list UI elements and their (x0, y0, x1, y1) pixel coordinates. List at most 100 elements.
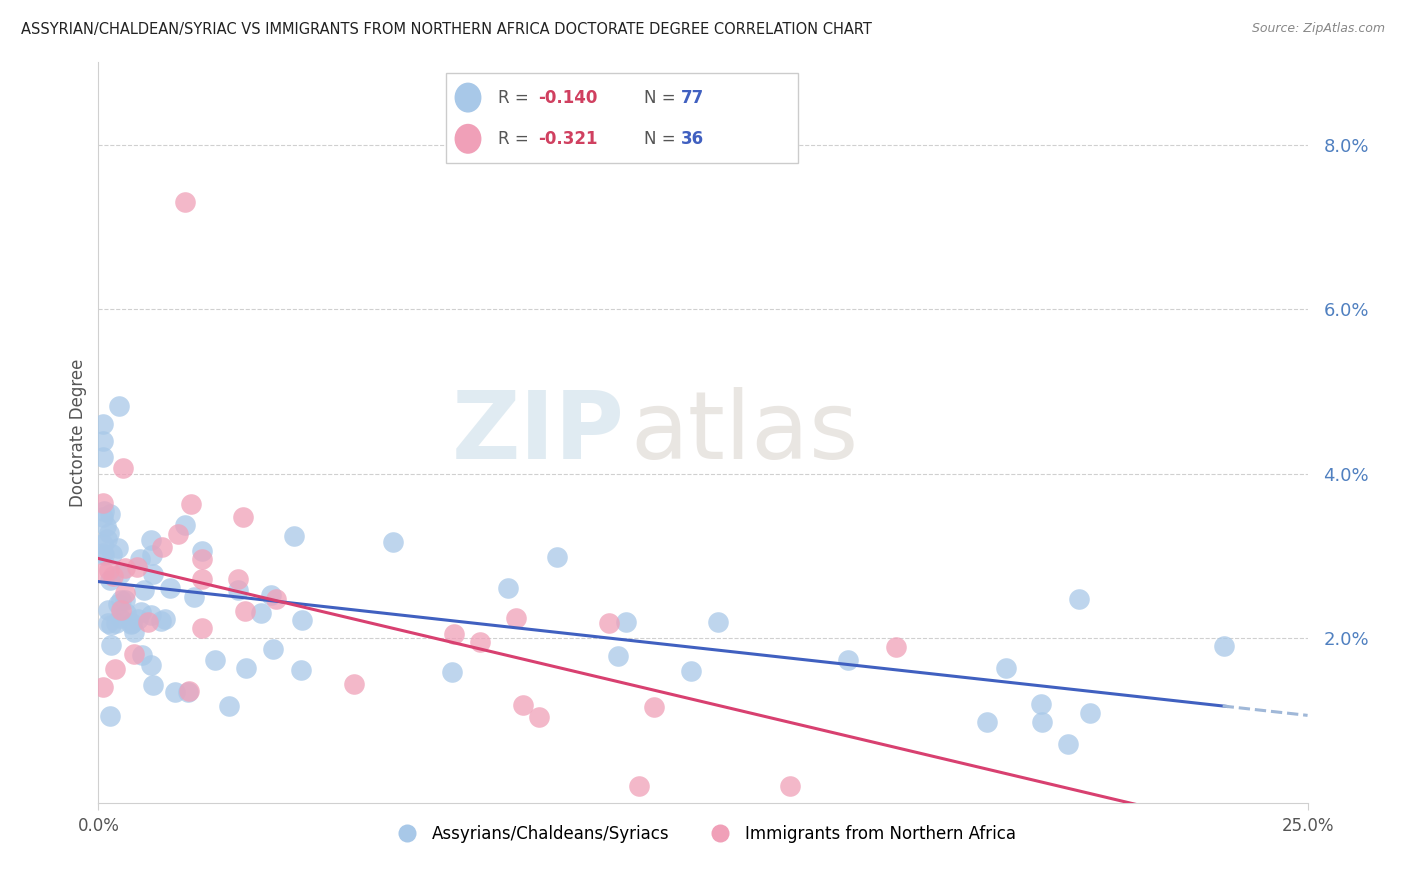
Point (598, 615, 620, 630)
Point (91, 546, 114, 560)
Point (679, 665, 702, 679)
Point (976, 714, 998, 729)
Point (628, 780, 651, 794)
Point (125, 560, 148, 574)
Point (139, 608, 162, 623)
Point (94, 519, 117, 533)
Point (100, 617, 122, 632)
Ellipse shape (454, 83, 481, 112)
Point (177, 684, 200, 698)
Point (98, 507, 121, 521)
Point (226, 572, 249, 586)
Point (104, 615, 127, 630)
Ellipse shape (454, 124, 481, 153)
Point (101, 569, 124, 583)
Point (1078, 706, 1101, 720)
Text: -0.321: -0.321 (538, 130, 598, 148)
Point (250, 606, 273, 620)
Point (527, 710, 550, 724)
Point (235, 661, 257, 675)
Point (97, 564, 120, 578)
Point (93, 565, 115, 579)
Point (706, 615, 728, 629)
Point (122, 625, 145, 640)
Point (994, 661, 1017, 675)
Point (616, 615, 638, 630)
Point (163, 685, 186, 699)
Point (129, 605, 152, 619)
Point (96, 533, 118, 547)
Point (180, 497, 202, 511)
Point (290, 663, 312, 677)
Point (1056, 737, 1078, 751)
Point (886, 640, 908, 654)
Point (91, 496, 114, 510)
Point (440, 665, 463, 680)
Point (127, 612, 149, 626)
Point (191, 544, 214, 558)
Point (93, 504, 115, 518)
Point (91, 537, 114, 551)
Text: N =: N = (644, 88, 681, 106)
Point (166, 527, 188, 541)
Point (114, 561, 136, 575)
Point (226, 583, 249, 598)
Point (1031, 714, 1053, 729)
Point (101, 547, 124, 561)
Point (114, 586, 136, 600)
Point (141, 533, 163, 547)
Legend: Assyrians/Chaldeans/Syriacs, Immigrants from Northern Africa: Assyrians/Chaldeans/Syriacs, Immigrants … (384, 819, 1022, 850)
Point (91, 417, 114, 432)
Point (98, 574, 121, 588)
Text: R =: R = (499, 130, 534, 148)
Point (176, 685, 198, 699)
Point (100, 638, 122, 652)
Text: R =: R = (499, 88, 534, 106)
Point (141, 548, 163, 562)
Point (443, 627, 465, 641)
Point (110, 603, 132, 617)
Point (546, 549, 568, 564)
Point (150, 614, 173, 628)
Point (643, 700, 665, 714)
Text: 77: 77 (682, 88, 704, 106)
Point (468, 635, 491, 649)
Point (218, 698, 240, 713)
Point (91, 434, 114, 448)
Point (1031, 697, 1053, 711)
Point (183, 590, 205, 604)
Point (779, 780, 801, 794)
Text: ZIP: ZIP (451, 386, 624, 479)
Point (107, 541, 129, 556)
Point (114, 592, 136, 607)
Point (98, 526, 121, 541)
Point (150, 540, 173, 554)
Point (496, 581, 519, 595)
Point (1213, 639, 1236, 653)
Y-axis label: Doctorate Degree: Doctorate Degree (69, 359, 87, 507)
Point (512, 698, 534, 712)
Point (107, 597, 129, 611)
Point (112, 461, 135, 475)
Point (141, 657, 163, 672)
Point (91, 680, 114, 694)
Point (91, 450, 114, 465)
Point (129, 552, 152, 566)
Text: -0.140: -0.140 (538, 88, 598, 106)
Point (1067, 591, 1090, 606)
Point (142, 567, 165, 582)
Point (93, 548, 115, 562)
Point (136, 615, 159, 630)
Point (98, 709, 121, 723)
Point (837, 653, 859, 667)
Point (291, 613, 314, 627)
Point (108, 567, 131, 582)
Point (97, 616, 120, 631)
Point (190, 552, 212, 566)
Point (131, 648, 153, 663)
Point (122, 647, 145, 661)
Point (108, 611, 131, 625)
Point (110, 593, 132, 607)
Text: N =: N = (644, 130, 681, 148)
Point (120, 617, 142, 632)
